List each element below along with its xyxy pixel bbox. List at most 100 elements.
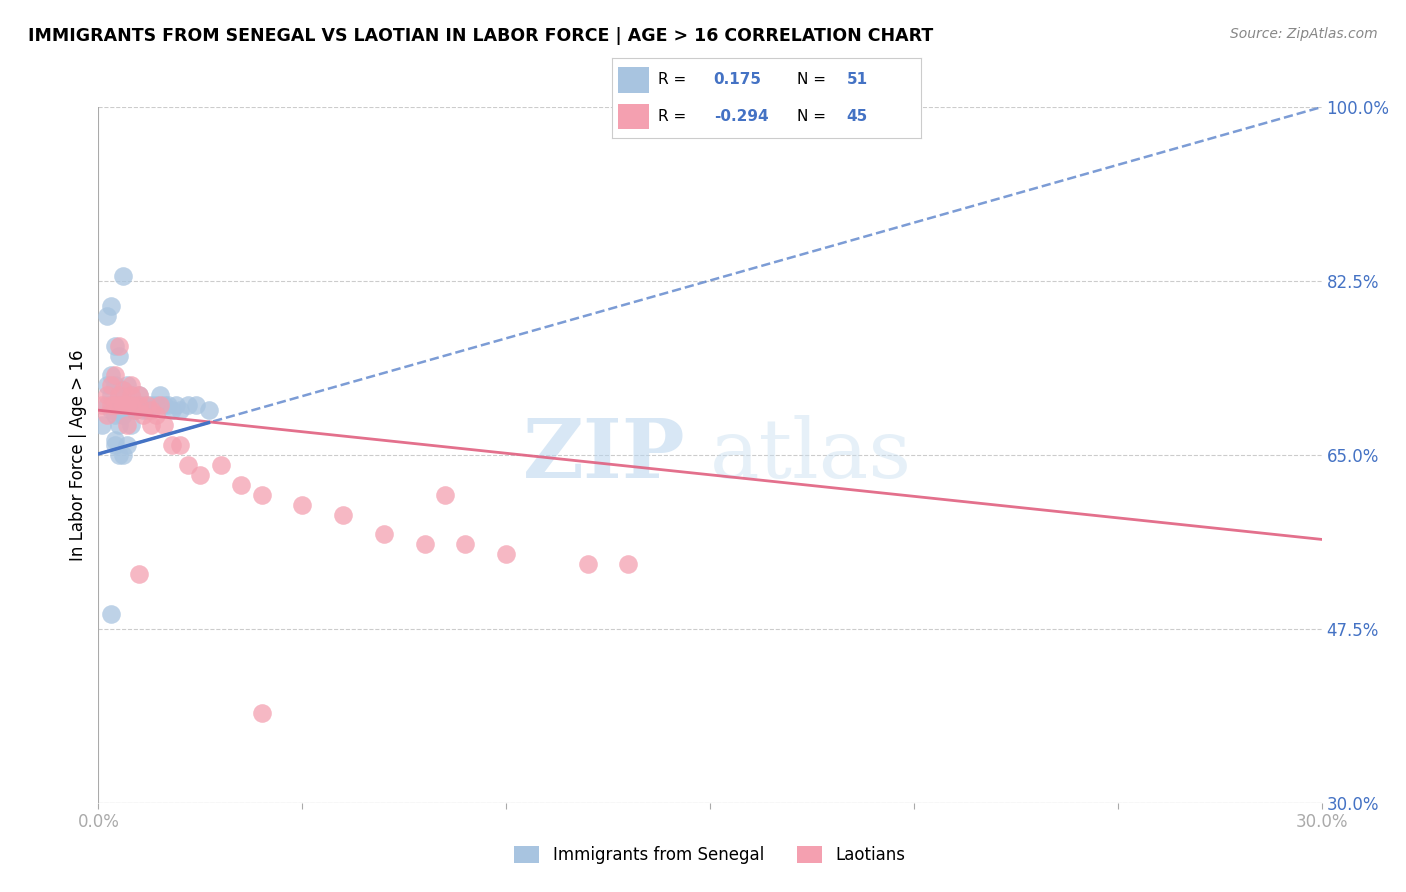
Text: atlas: atlas xyxy=(710,415,912,495)
Point xyxy=(169,403,191,417)
Point xyxy=(145,398,167,412)
Text: 51: 51 xyxy=(846,72,868,87)
Point xyxy=(454,537,477,551)
Point xyxy=(136,403,159,417)
Point xyxy=(108,349,131,363)
Point xyxy=(617,558,640,572)
Point xyxy=(332,508,354,522)
Point xyxy=(124,403,146,417)
Point xyxy=(231,477,253,491)
Point xyxy=(250,488,273,502)
Text: -0.294: -0.294 xyxy=(714,109,768,124)
Point xyxy=(149,388,172,402)
Point xyxy=(115,398,138,412)
Point xyxy=(91,398,114,412)
Point xyxy=(104,438,127,452)
Point xyxy=(111,408,134,422)
Text: 45: 45 xyxy=(846,109,868,124)
Point xyxy=(115,438,138,452)
Point xyxy=(197,403,219,417)
Point xyxy=(91,418,114,433)
Point xyxy=(120,388,142,402)
Text: IMMIGRANTS FROM SENEGAL VS LAOTIAN IN LABOR FORCE | AGE > 16 CORRELATION CHART: IMMIGRANTS FROM SENEGAL VS LAOTIAN IN LA… xyxy=(28,27,934,45)
Point xyxy=(177,458,200,472)
Point xyxy=(124,403,146,417)
Point xyxy=(165,398,187,412)
Point xyxy=(96,378,118,392)
Point xyxy=(104,433,127,447)
Point xyxy=(100,398,122,412)
Point xyxy=(169,438,191,452)
Point xyxy=(111,398,134,412)
FancyBboxPatch shape xyxy=(617,103,648,129)
Point xyxy=(128,398,150,412)
Point xyxy=(186,398,208,412)
Point xyxy=(104,368,127,383)
Point xyxy=(373,527,395,541)
Point xyxy=(177,398,200,412)
Y-axis label: In Labor Force | Age > 16: In Labor Force | Age > 16 xyxy=(69,349,87,561)
Point xyxy=(104,338,127,352)
Point xyxy=(108,398,131,412)
Point xyxy=(100,368,122,383)
Point xyxy=(96,408,118,422)
Point xyxy=(108,338,131,352)
Point xyxy=(120,388,142,402)
Point xyxy=(108,388,131,402)
Point xyxy=(120,378,142,392)
Point xyxy=(100,607,122,621)
Point xyxy=(96,398,118,412)
Point xyxy=(104,398,127,412)
Point xyxy=(111,384,134,398)
Point xyxy=(124,398,146,412)
Point xyxy=(291,498,314,512)
Point xyxy=(128,388,150,402)
Point xyxy=(104,398,127,412)
Point xyxy=(128,567,150,582)
Point xyxy=(132,398,155,412)
Text: Source: ZipAtlas.com: Source: ZipAtlas.com xyxy=(1230,27,1378,41)
Point xyxy=(108,448,131,462)
Point xyxy=(100,378,122,392)
Point xyxy=(108,398,131,412)
Text: N =: N = xyxy=(797,109,827,124)
Point xyxy=(111,398,134,412)
Legend: Immigrants from Senegal, Laotians: Immigrants from Senegal, Laotians xyxy=(508,839,912,871)
Point xyxy=(96,309,118,323)
Point xyxy=(111,384,134,398)
Point xyxy=(188,467,212,482)
Point xyxy=(111,448,134,462)
Point xyxy=(100,299,122,313)
Point xyxy=(104,408,127,422)
Point xyxy=(495,547,517,561)
Point xyxy=(160,403,183,417)
Point xyxy=(141,403,163,417)
Point xyxy=(108,388,131,402)
Text: ZIP: ZIP xyxy=(523,415,686,495)
Point xyxy=(120,398,142,412)
Point xyxy=(132,403,155,417)
Point xyxy=(108,403,131,417)
Point xyxy=(115,378,138,392)
Point xyxy=(100,403,122,417)
FancyBboxPatch shape xyxy=(617,67,648,93)
Text: N =: N = xyxy=(797,72,827,87)
Point xyxy=(96,388,118,402)
Text: 0.175: 0.175 xyxy=(714,72,762,87)
Point xyxy=(104,378,127,392)
Point xyxy=(152,398,174,412)
Point xyxy=(576,558,599,572)
Point xyxy=(160,438,183,452)
Point xyxy=(145,408,167,422)
Point xyxy=(250,706,273,721)
Point xyxy=(120,398,142,412)
Point xyxy=(108,418,131,433)
Point xyxy=(111,268,134,283)
Text: R =: R = xyxy=(658,72,686,87)
Point xyxy=(434,488,457,502)
Point xyxy=(209,458,232,472)
Point xyxy=(115,398,138,412)
Point xyxy=(149,398,172,412)
Point xyxy=(120,418,142,433)
Point xyxy=(128,388,150,402)
